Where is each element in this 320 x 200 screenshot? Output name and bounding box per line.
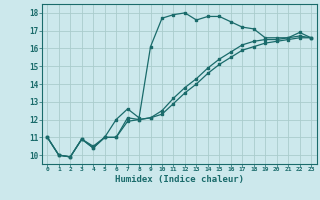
X-axis label: Humidex (Indice chaleur): Humidex (Indice chaleur) — [115, 175, 244, 184]
